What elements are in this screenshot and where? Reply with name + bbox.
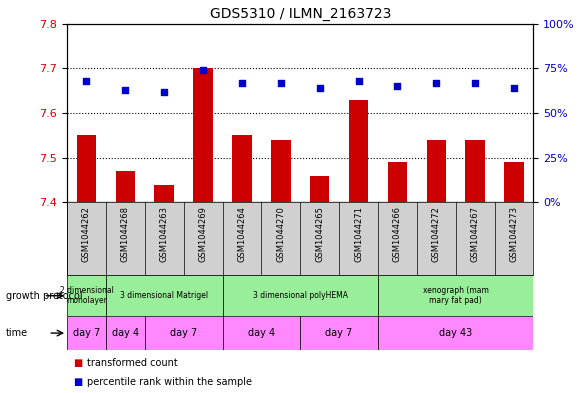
Text: day 7: day 7	[73, 328, 100, 338]
Bar	[378, 316, 533, 350]
Point	[276, 79, 286, 86]
Text: day 7: day 7	[170, 328, 197, 338]
Point	[237, 79, 247, 86]
Bar	[310, 176, 329, 202]
Text: ■: ■	[73, 358, 82, 368]
Point	[393, 83, 402, 89]
Point	[198, 67, 208, 73]
Text: GSM1044272: GSM1044272	[432, 206, 441, 262]
Text: GSM1044271: GSM1044271	[354, 206, 363, 262]
Bar	[223, 316, 300, 350]
Point	[82, 78, 91, 84]
Text: GSM1044262: GSM1044262	[82, 206, 91, 262]
Text: 2 dimensional
monolayer: 2 dimensional monolayer	[59, 286, 114, 305]
Text: percentile rank within the sample: percentile rank within the sample	[87, 377, 252, 387]
Bar	[349, 99, 368, 202]
Bar	[465, 140, 485, 202]
Bar	[106, 275, 223, 316]
Bar	[115, 171, 135, 202]
Text: GSM1044269: GSM1044269	[199, 206, 208, 262]
Bar	[106, 316, 145, 350]
Text: GSM1044270: GSM1044270	[276, 206, 285, 262]
Bar	[271, 140, 290, 202]
Text: GSM1044265: GSM1044265	[315, 206, 324, 262]
Bar	[223, 275, 378, 316]
Bar	[67, 275, 106, 316]
Text: day 7: day 7	[325, 328, 353, 338]
Text: day 43: day 43	[439, 328, 472, 338]
Bar	[154, 185, 174, 202]
Text: 3 dimensional Matrigel: 3 dimensional Matrigel	[120, 291, 208, 300]
Point	[315, 85, 324, 91]
Bar	[232, 135, 252, 202]
Text: GSM1044264: GSM1044264	[237, 206, 247, 262]
Text: transformed count: transformed count	[87, 358, 178, 368]
Point	[160, 88, 169, 95]
Text: 3 dimensional polyHEMA: 3 dimensional polyHEMA	[253, 291, 347, 300]
Point	[510, 85, 519, 91]
Text: day 4: day 4	[248, 328, 275, 338]
Text: day 4: day 4	[112, 328, 139, 338]
Bar	[194, 68, 213, 202]
Text: GSM1044263: GSM1044263	[160, 206, 168, 262]
Text: GSM1044267: GSM1044267	[470, 206, 480, 262]
Bar	[67, 316, 106, 350]
Text: GSM1044266: GSM1044266	[393, 206, 402, 262]
Title: GDS5310 / ILMN_2163723: GDS5310 / ILMN_2163723	[209, 7, 391, 21]
Text: ■: ■	[73, 377, 82, 387]
Bar	[77, 135, 96, 202]
Text: GSM1044268: GSM1044268	[121, 206, 130, 262]
Bar	[388, 162, 407, 202]
Bar	[427, 140, 446, 202]
Bar	[504, 162, 524, 202]
Point	[354, 78, 363, 84]
Text: GSM1044273: GSM1044273	[510, 206, 518, 262]
Bar	[300, 316, 378, 350]
Point	[431, 79, 441, 86]
Point	[121, 86, 130, 93]
Text: xenograph (mam
mary fat pad): xenograph (mam mary fat pad)	[423, 286, 489, 305]
Bar	[145, 316, 223, 350]
Bar	[378, 275, 533, 316]
Text: growth protocol: growth protocol	[6, 291, 82, 301]
Point	[470, 79, 480, 86]
Text: time: time	[6, 328, 28, 338]
